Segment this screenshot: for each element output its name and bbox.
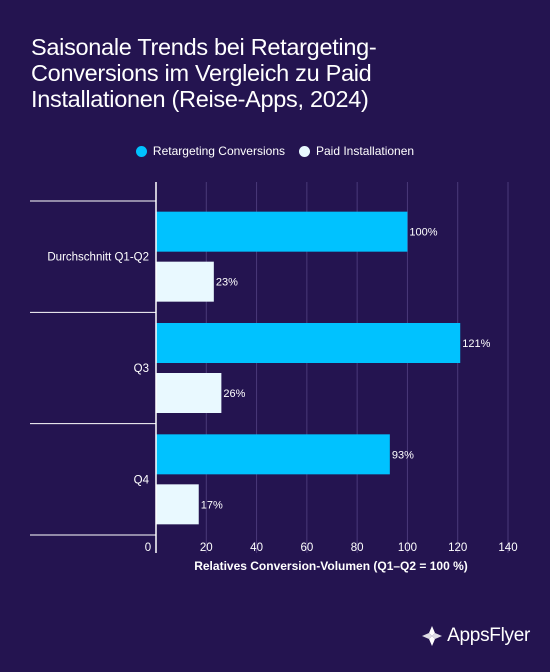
- x-tick-label: 120: [448, 542, 467, 554]
- chart-legend: Retargeting Conversions Paid Installatio…: [0, 144, 550, 158]
- brand-name: AppsFlyer: [447, 625, 530, 646]
- bar: [156, 484, 199, 525]
- x-axis-title: Relatives Conversion-Volumen (Q1–Q2 = 10…: [194, 559, 468, 573]
- data-label: 121%: [462, 338, 490, 350]
- data-label: 26%: [223, 388, 245, 400]
- x-tick-label: 140: [498, 542, 517, 554]
- bar: [156, 373, 222, 413]
- data-label: 17%: [201, 499, 223, 511]
- bar: [156, 323, 461, 363]
- x-tick-label: 60: [300, 542, 313, 554]
- x-tick-label: 80: [351, 542, 364, 554]
- legend-label-paid: Paid Installationen: [316, 144, 415, 158]
- chart-title: Saisonale Trends bei Retargeting- Conver…: [31, 34, 511, 112]
- appsflyer-logo-icon: [422, 626, 443, 646]
- legend-item-retargeting[interactable]: Retargeting Conversions: [135, 144, 285, 158]
- chart-title-line: Conversions im Vergleich zu Paid: [31, 60, 372, 86]
- data-label: 100%: [409, 227, 437, 239]
- legend-label-retargeting: Retargeting Conversions: [152, 144, 285, 158]
- appsflyer-logo: AppsFlyer: [420, 624, 530, 648]
- legend-swatch-retargeting: [135, 145, 147, 157]
- category-label: Q3: [134, 363, 149, 375]
- data-label: 23%: [216, 277, 238, 289]
- bar: [156, 261, 214, 302]
- legend-item-paid[interactable]: Paid Installationen: [299, 144, 414, 158]
- bar: [156, 434, 390, 475]
- x-tick-label: 40: [250, 542, 263, 554]
- category-label: Q4: [134, 474, 150, 486]
- chart-title-line: Installationen (Reise-Apps, 2024): [31, 86, 369, 112]
- legend-swatch-paid: [299, 145, 310, 157]
- x-tick-label: 20: [200, 542, 213, 554]
- x-tick-label: 0: [145, 542, 151, 554]
- category-label: Durchschnitt Q1-Q2: [47, 252, 149, 264]
- x-tick-label: 100: [398, 542, 417, 554]
- bar: [156, 211, 408, 252]
- data-label: 93%: [392, 449, 414, 461]
- chart-title-line: Saisonale Trends bei Retargeting-: [31, 34, 377, 60]
